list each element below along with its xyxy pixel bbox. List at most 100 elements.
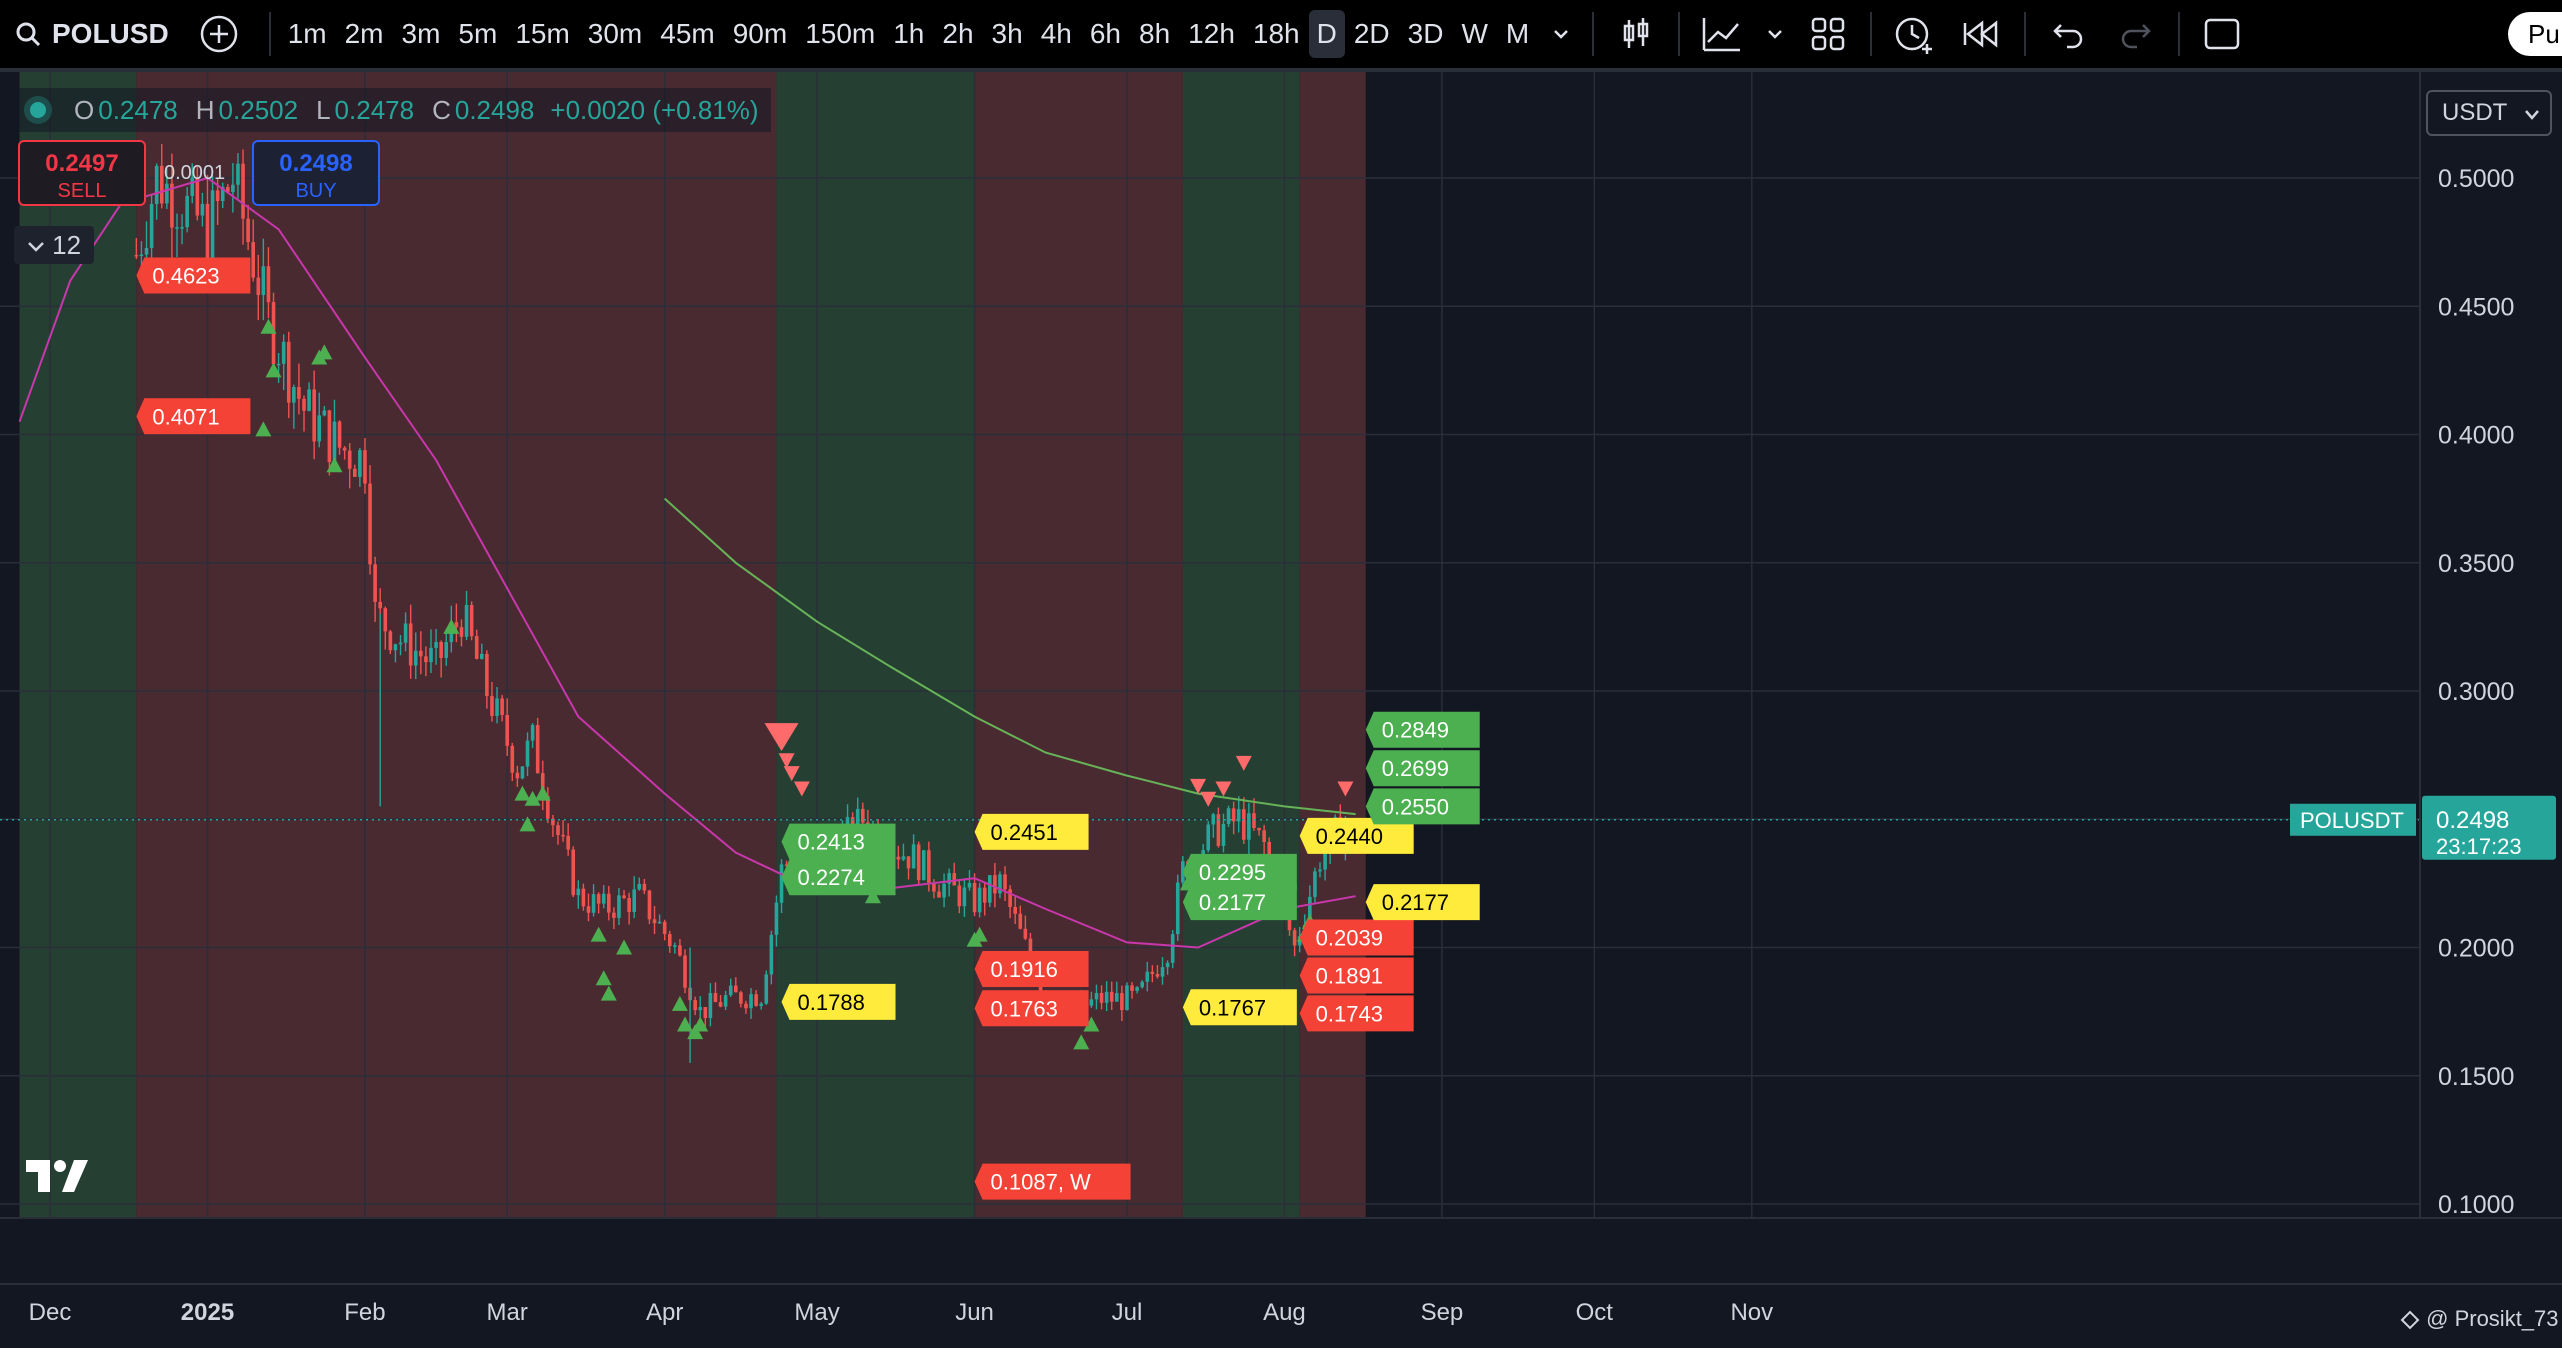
redo-icon[interactable]: [2112, 10, 2160, 58]
candle-body: [779, 864, 784, 903]
candle-body: [540, 773, 545, 796]
publish-button[interactable]: Pu: [2508, 12, 2562, 56]
candle-body: [622, 895, 626, 899]
price-tag-box: [1182, 853, 1297, 890]
y-tick-label: 0.4500: [2438, 293, 2514, 321]
candle-body: [667, 934, 672, 947]
currency-select[interactable]: USDT: [2426, 90, 2552, 136]
indicators-icon[interactable]: [1698, 10, 1746, 58]
interval-6h[interactable]: 6h: [1089, 18, 1122, 49]
interval-150m[interactable]: 150m: [805, 18, 876, 49]
candle-body: [1013, 906, 1017, 914]
open-value: 0.2478: [98, 94, 178, 125]
y-tick-label: 0.2000: [2438, 935, 2514, 963]
interval-30m[interactable]: 30m: [587, 18, 643, 49]
sell-button[interactable]: 0.2497 SELL: [18, 140, 146, 206]
interval-15m[interactable]: 15m: [515, 18, 570, 49]
buy-signal-arrow: [677, 1016, 693, 1032]
candle-body: [231, 184, 235, 193]
compare-symbol-icon[interactable]: [195, 10, 243, 58]
price-tag-text: 0.2295: [1199, 860, 1266, 885]
candle-body: [749, 994, 753, 1009]
candle-body: [403, 623, 408, 643]
candle-body: [474, 636, 479, 659]
price-tag-text: 0.1891: [1316, 963, 1383, 988]
candle-body: [967, 882, 972, 888]
candle-body: [261, 266, 266, 296]
price-tag: 0.2177: [1365, 884, 1480, 921]
alert-clock-icon[interactable]: [1890, 10, 1938, 58]
buy-signal-arrow: [971, 926, 988, 942]
indicators-collapse-button[interactable]: 12: [14, 226, 94, 264]
interval-2D[interactable]: 2D: [1353, 18, 1390, 49]
interval-18h[interactable]: 18h: [1252, 18, 1300, 49]
interval-2m[interactable]: 2m: [344, 18, 384, 49]
interval-3h[interactable]: 3h: [991, 18, 1023, 49]
interval-3m[interactable]: 3m: [401, 18, 441, 49]
last-price-text: 0.2498: [2436, 807, 2509, 834]
candle-body: [566, 835, 570, 850]
interval-W[interactable]: W: [1461, 18, 1488, 49]
buy-signal-arrow: [326, 457, 343, 473]
candle-body: [1170, 934, 1175, 963]
fullscreen-icon[interactable]: [2198, 10, 2246, 58]
candle-body: [627, 898, 631, 912]
candle-body: [429, 647, 433, 663]
candle-body: [439, 641, 443, 658]
interval-3D[interactable]: 3D: [1407, 18, 1444, 49]
chevron-down-icon[interactable]: [1546, 10, 1576, 58]
candle-body: [1099, 992, 1104, 1003]
x-tick-label: Nov: [1730, 1299, 1773, 1326]
price-tag-box: [781, 823, 896, 860]
price-tag: 0.2849: [1365, 711, 1480, 748]
symbol-tag-box: [2290, 803, 2416, 836]
candle-body: [215, 190, 220, 202]
candle-body: [307, 389, 311, 411]
candle-body: [734, 985, 738, 993]
candle-body: [368, 483, 372, 565]
price-tag: 0.1916: [974, 951, 1089, 988]
close-label: C: [432, 94, 451, 125]
price-tag-text: 0.1763: [991, 996, 1058, 1021]
symbol-price-tag: POLUSDT: [2290, 803, 2416, 836]
interval-1h[interactable]: 1h: [893, 18, 925, 49]
candles-icon[interactable]: [1612, 10, 1660, 58]
chevron-down-icon[interactable]: [1760, 10, 1790, 58]
price-tag-box: [1182, 884, 1297, 921]
interval-4h[interactable]: 4h: [1040, 18, 1072, 49]
price-tag-box: [1365, 711, 1480, 748]
candle-body: [266, 266, 271, 303]
interval-2h[interactable]: 2h: [942, 18, 974, 49]
interval-D[interactable]: D: [1308, 10, 1345, 58]
candle-body: [480, 653, 484, 659]
price-tag-text: 0.1743: [1316, 1001, 1383, 1026]
y-tick-label: 0.3000: [2438, 678, 2514, 706]
interval-90m[interactable]: 90m: [732, 18, 788, 49]
candle-body: [896, 856, 901, 860]
candle-body: [769, 934, 774, 975]
buy-button[interactable]: 0.2498 BUY: [252, 140, 380, 206]
candle-body: [596, 894, 601, 904]
candle-body: [591, 894, 596, 913]
candle-body: [744, 1003, 748, 1009]
price-tag-box: [1299, 957, 1414, 994]
buy-signal-arrow: [514, 785, 531, 801]
interval-M[interactable]: M: [1505, 18, 1530, 49]
interval-8h[interactable]: 8h: [1139, 18, 1171, 49]
zone-red: [136, 72, 777, 1218]
candle-body: [728, 985, 733, 996]
candle-body: [927, 850, 931, 883]
price-chart[interactable]: 0.4623 0.4071 0.2413 0.2274 0.1788 0.2451 0.19…: [0, 72, 2562, 1348]
price-tag: 0.2699: [1365, 750, 1480, 787]
interval-12h[interactable]: 12h: [1188, 18, 1235, 49]
undo-icon[interactable]: [2044, 10, 2092, 58]
layout-grid-icon[interactable]: [1804, 10, 1852, 58]
candle-body: [165, 183, 169, 204]
interval-5m[interactable]: 5m: [458, 18, 498, 49]
candle-body: [1023, 928, 1028, 939]
replay-icon[interactable]: [1958, 10, 2006, 58]
interval-45m[interactable]: 45m: [660, 18, 715, 49]
interval-1m[interactable]: 1m: [287, 18, 327, 49]
symbol-search[interactable]: POLUSD: [0, 10, 195, 58]
candle-body: [327, 410, 332, 463]
